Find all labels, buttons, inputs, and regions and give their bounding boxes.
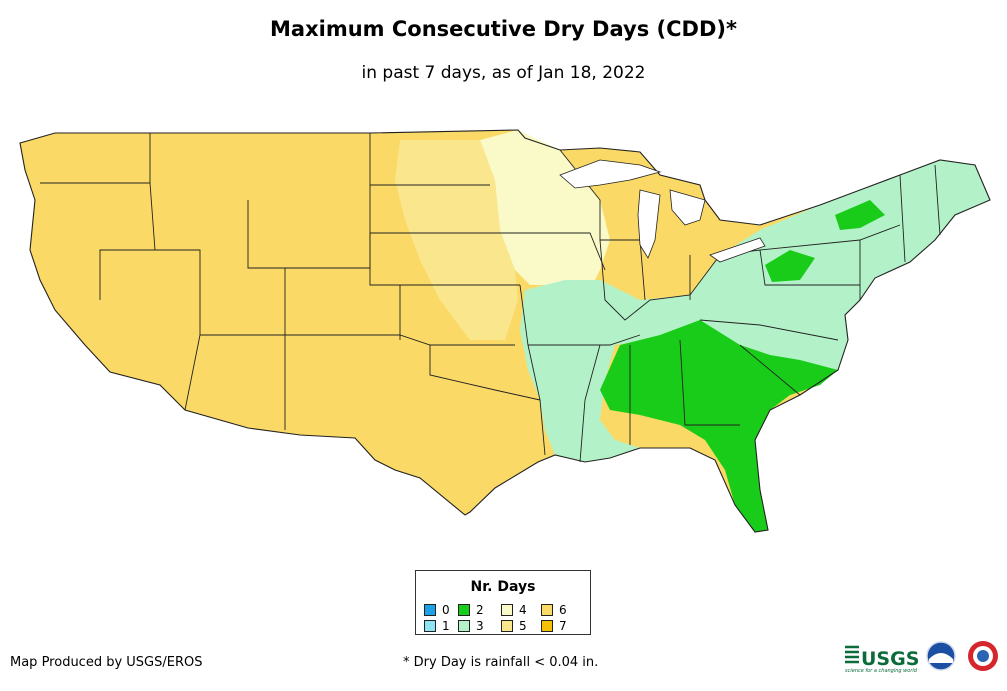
region-southeast bbox=[600, 320, 838, 532]
legend-label: 7 bbox=[559, 619, 567, 633]
credit-text: Map Produced by USGS/EROS bbox=[10, 655, 203, 670]
state-border bbox=[519, 284, 546, 456]
legend-label: 5 bbox=[519, 619, 527, 633]
legend-swatch bbox=[424, 620, 436, 632]
map-subtitle: in past 7 days, as of Jan 18, 2022 bbox=[361, 63, 646, 83]
us-outline bbox=[19, 129, 991, 533]
state-border bbox=[599, 239, 721, 321]
legend-swatch bbox=[501, 604, 513, 616]
state-border bbox=[639, 239, 646, 301]
state-borders bbox=[40, 133, 941, 463]
legend-swatch bbox=[458, 604, 470, 616]
region-northern-plains-corridor bbox=[395, 140, 518, 340]
state-border bbox=[429, 345, 541, 401]
state-border bbox=[528, 334, 641, 346]
legend-swatch bbox=[424, 604, 436, 616]
state-border bbox=[679, 339, 740, 426]
state-border bbox=[579, 344, 601, 463]
legend-label: 3 bbox=[476, 619, 484, 633]
state-border bbox=[369, 133, 401, 340]
legend-item: 1 bbox=[424, 620, 450, 632]
footnote-text: * Dry Day is rainfall < 0.04 in. bbox=[403, 655, 599, 670]
agency-logos: USGS science for a changing world bbox=[845, 641, 998, 674]
state-border bbox=[899, 174, 906, 263]
lake-erie bbox=[709, 237, 766, 263]
lake-huron bbox=[669, 189, 706, 226]
legend-item: 0 bbox=[424, 604, 450, 616]
legend-label: 0 bbox=[442, 603, 450, 617]
nws-logo bbox=[968, 641, 998, 671]
legend-item: 2 bbox=[458, 604, 484, 616]
legend-label: 2 bbox=[476, 603, 484, 617]
legend-item: 6 bbox=[541, 604, 567, 616]
state-border bbox=[699, 319, 839, 341]
lake-michigan bbox=[637, 189, 661, 259]
legend-swatch bbox=[541, 620, 553, 632]
legend-item: 7 bbox=[541, 620, 567, 632]
state-border bbox=[285, 334, 515, 346]
legend-item: 5 bbox=[501, 620, 527, 632]
state-border bbox=[100, 249, 285, 336]
legend-swatch bbox=[541, 604, 553, 616]
lake-superior bbox=[559, 159, 662, 189]
region-upper-midwest bbox=[480, 130, 610, 290]
legend-swatch bbox=[458, 620, 470, 632]
legend-label: 6 bbox=[559, 603, 567, 617]
usgs-logo-text: USGS bbox=[861, 648, 919, 670]
state-border bbox=[184, 334, 201, 411]
legend-item: 4 bbox=[501, 604, 527, 616]
usgs-tagline: science for a changing world bbox=[845, 668, 918, 674]
state-border bbox=[495, 232, 606, 271]
usgs-logo: USGS science for a changing world bbox=[845, 645, 919, 674]
region-southeast bbox=[765, 250, 815, 282]
map-title: Maximum Consecutive Dry Days (CDD)* bbox=[270, 17, 737, 41]
legend-title: Nr. Days bbox=[470, 579, 536, 595]
legend-label: 4 bbox=[519, 603, 527, 617]
legend-item: 3 bbox=[458, 620, 484, 632]
state-border bbox=[934, 164, 941, 236]
region-southeast bbox=[835, 200, 885, 230]
legend-label: 1 bbox=[442, 619, 450, 633]
legend: Nr. Days 0 1 2 3 4 5 6 7 bbox=[415, 570, 591, 635]
legend-swatch bbox=[501, 620, 513, 632]
noaa-logo bbox=[926, 641, 956, 671]
state-border bbox=[739, 344, 801, 396]
